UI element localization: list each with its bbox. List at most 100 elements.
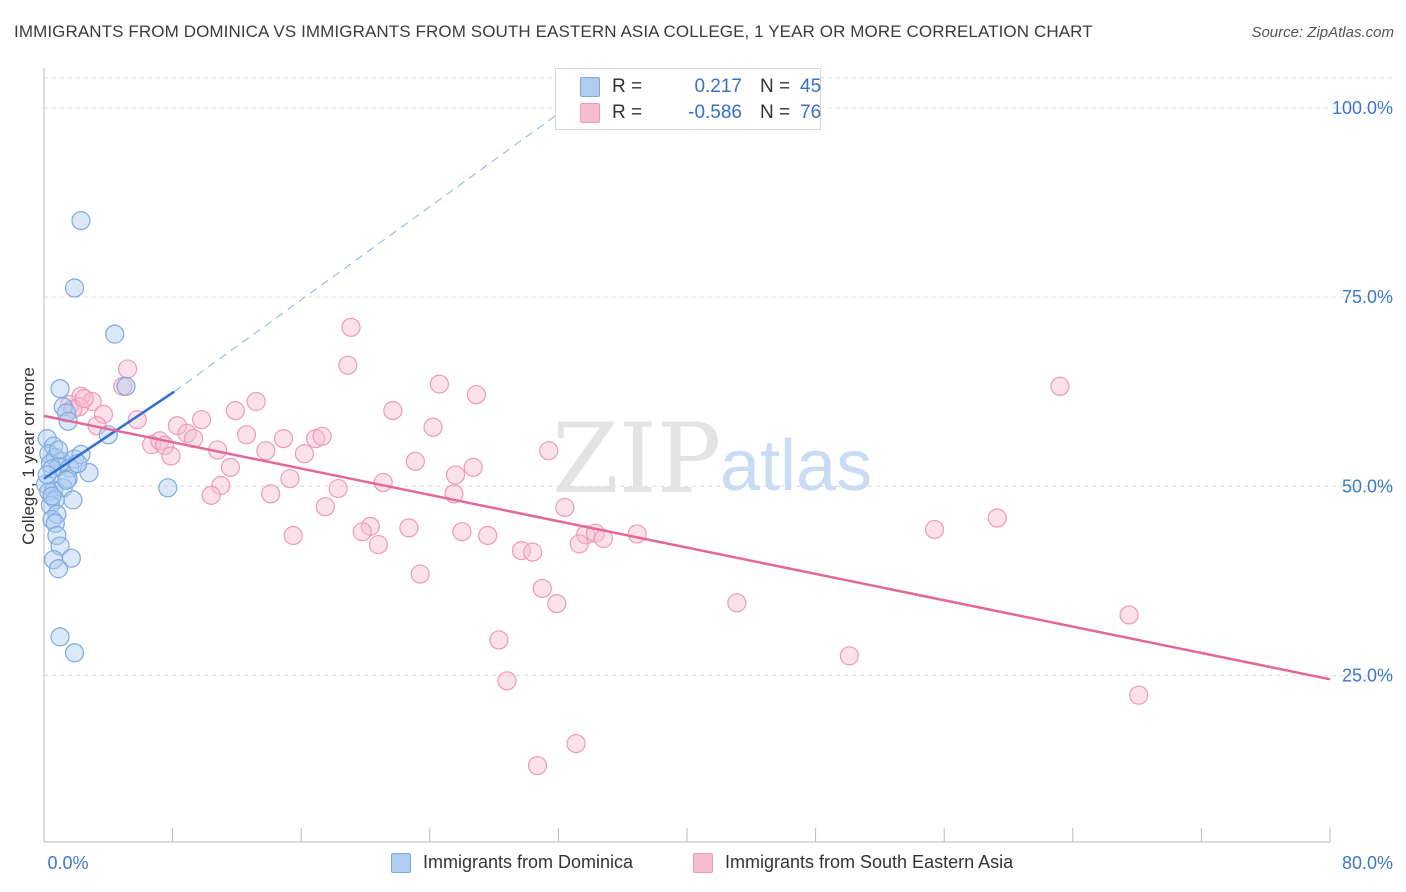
legend-label-sea: Immigrants from South Eastern Asia bbox=[725, 852, 1014, 872]
data-point-sea bbox=[839, 646, 859, 666]
data-point-sea bbox=[127, 410, 147, 430]
data-point-sea bbox=[527, 755, 548, 776]
points-dominica bbox=[36, 211, 178, 663]
data-point-sea bbox=[497, 671, 517, 691]
data-point-sea bbox=[423, 417, 443, 437]
data-point-sea bbox=[280, 469, 300, 489]
data-point-sea bbox=[312, 426, 332, 446]
data-point-sea bbox=[547, 593, 567, 614]
tick-labels: 25.0% 50.0% 75.0% 100.0% 0.0% 80.0% bbox=[47, 98, 1393, 873]
data-point-sea bbox=[627, 524, 647, 544]
chart-title: IMMIGRANTS FROM DOMINICA VS IMMIGRANTS F… bbox=[14, 22, 1093, 41]
data-point-dominica bbox=[42, 486, 62, 506]
r-value: 0.217 bbox=[694, 76, 742, 97]
data-point-sea bbox=[341, 317, 361, 337]
trend-extension bbox=[173, 107, 567, 393]
data-point-sea bbox=[1129, 685, 1149, 705]
trend-lines bbox=[43, 390, 1331, 681]
data-point-sea bbox=[283, 525, 303, 546]
data-point-sea bbox=[569, 534, 589, 554]
data-point-sea bbox=[201, 485, 221, 505]
data-point-sea bbox=[924, 519, 945, 540]
data-point-sea bbox=[987, 508, 1007, 528]
n-value: 45 bbox=[800, 76, 822, 97]
data-point-dominica bbox=[45, 513, 65, 533]
dominica-swatch bbox=[391, 852, 411, 873]
legend-item-sea[interactable]: Immigrants from South Eastern Asia bbox=[693, 852, 1013, 873]
data-point-sea bbox=[466, 385, 487, 405]
data-point-sea bbox=[167, 416, 188, 436]
data-point-dominica bbox=[48, 440, 69, 460]
chart-source: Source: ZipAtlas.com bbox=[1251, 24, 1394, 41]
y-tick-label: 25.0% bbox=[1342, 665, 1393, 685]
data-point-sea bbox=[532, 578, 552, 599]
watermark: ZIP atlas bbox=[552, 403, 872, 515]
grid-lines bbox=[44, 77, 1392, 676]
x-tick-label: 0.0% bbox=[47, 853, 88, 873]
data-point-dominica bbox=[71, 211, 91, 231]
dominica-swatch bbox=[580, 77, 600, 97]
sea-swatch bbox=[693, 852, 713, 873]
data-point-sea bbox=[463, 457, 483, 477]
data-point-sea bbox=[523, 542, 543, 562]
data-point-sea bbox=[273, 428, 294, 449]
data-point-sea bbox=[373, 472, 393, 493]
data-point-dominica bbox=[50, 379, 70, 399]
data-point-dominica bbox=[116, 376, 136, 396]
data-point-sea bbox=[294, 444, 315, 464]
data-point-sea bbox=[161, 446, 181, 466]
data-point-dominica bbox=[53, 397, 73, 417]
r-label: R = bbox=[612, 76, 643, 97]
data-point-dominica bbox=[64, 278, 85, 298]
data-point-sea bbox=[383, 400, 403, 421]
trend-line-sea bbox=[43, 414, 1331, 681]
legend-label-dominica: Immigrants from Dominica bbox=[423, 852, 634, 872]
data-point-sea bbox=[352, 522, 372, 542]
x-tick-label: 80.0% bbox=[1342, 853, 1393, 873]
data-point-sea bbox=[177, 423, 197, 443]
n-label: N = bbox=[760, 76, 791, 97]
data-point-sea bbox=[410, 564, 430, 584]
data-point-sea bbox=[117, 359, 138, 379]
data-point-dominica bbox=[50, 627, 70, 647]
data-point-sea bbox=[74, 388, 94, 409]
data-point-sea bbox=[452, 522, 472, 542]
data-point-dominica bbox=[37, 428, 57, 449]
data-point-sea bbox=[191, 410, 212, 430]
legend-item-dominica[interactable]: Immigrants from Dominica bbox=[391, 852, 633, 873]
data-point-sea bbox=[445, 465, 466, 485]
data-point-dominica bbox=[56, 470, 77, 490]
data-point-sea bbox=[256, 441, 276, 461]
stats-legend: R = 0.217 N = 45 R = -0.586 N = 76 bbox=[555, 68, 821, 130]
axes bbox=[43, 68, 1331, 843]
bottom-legend: Immigrants from Dominica Immigrants from… bbox=[0, 850, 1406, 880]
data-point-dominica bbox=[61, 548, 81, 568]
trend-line-dominica bbox=[43, 390, 175, 480]
data-point-dominica bbox=[64, 643, 85, 663]
data-point-sea bbox=[539, 441, 559, 461]
data-point-dominica bbox=[63, 490, 83, 510]
data-point-sea bbox=[220, 457, 241, 477]
y-tick-label: 100.0% bbox=[1332, 98, 1393, 118]
data-point-dominica bbox=[105, 324, 125, 344]
data-point-sea bbox=[328, 478, 348, 499]
data-point-sea bbox=[338, 355, 358, 375]
data-point-dominica bbox=[158, 478, 178, 498]
points-south-eastern-asia bbox=[60, 317, 1149, 776]
data-point-sea bbox=[225, 400, 245, 421]
watermark-zip: ZIP bbox=[552, 403, 721, 515]
data-point-sea bbox=[727, 593, 747, 613]
r-label: R = bbox=[612, 102, 643, 123]
data-point-sea bbox=[261, 484, 281, 504]
data-point-sea bbox=[315, 497, 335, 517]
data-point-sea bbox=[489, 630, 509, 650]
data-point-dominica bbox=[37, 465, 57, 485]
n-value: 76 bbox=[800, 102, 822, 123]
data-point-sea bbox=[1119, 605, 1139, 625]
data-point-sea bbox=[555, 497, 575, 518]
data-point-sea bbox=[429, 374, 450, 394]
y-axis-label: College, 1 year or more bbox=[19, 367, 38, 545]
sea-swatch bbox=[580, 103, 600, 123]
data-point-sea bbox=[368, 534, 388, 555]
data-point-sea bbox=[236, 425, 257, 445]
